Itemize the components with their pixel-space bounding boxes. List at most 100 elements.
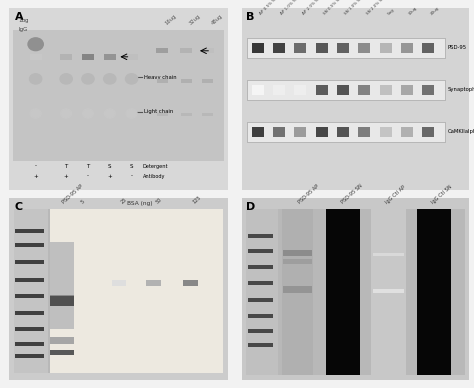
Bar <box>15 310 45 315</box>
Bar <box>146 281 161 286</box>
Bar <box>380 85 392 95</box>
Bar <box>252 127 264 137</box>
Text: PSD-95 SN: PSD-95 SN <box>341 184 364 205</box>
Bar <box>248 343 273 347</box>
Bar <box>252 85 264 95</box>
Text: Detergent: Detergent <box>143 164 168 169</box>
Bar <box>181 113 191 116</box>
Text: S: S <box>130 164 133 169</box>
Bar <box>417 209 451 375</box>
Text: T: T <box>86 164 90 169</box>
Bar <box>126 54 137 60</box>
Text: 10ug: 10ug <box>408 6 418 16</box>
Bar <box>202 78 213 83</box>
Bar <box>156 78 168 83</box>
Text: S: S <box>108 164 111 169</box>
Bar <box>156 48 168 54</box>
Bar <box>422 127 434 137</box>
Text: +: + <box>33 174 38 179</box>
Bar <box>29 54 42 60</box>
Bar <box>15 278 45 282</box>
Bar <box>50 209 223 373</box>
Bar <box>50 294 74 304</box>
Text: T: T <box>64 164 68 169</box>
Bar <box>380 127 392 137</box>
Text: AP 1.0% SDS: AP 1.0% SDS <box>280 0 301 16</box>
Text: B: B <box>246 12 255 23</box>
Text: C: C <box>15 203 23 213</box>
Bar <box>283 286 312 293</box>
Bar <box>358 85 370 95</box>
Circle shape <box>104 74 116 84</box>
Bar <box>247 122 446 142</box>
Bar <box>156 113 168 116</box>
Text: PSD-95: PSD-95 <box>447 45 467 50</box>
Bar <box>50 350 74 355</box>
Circle shape <box>28 38 43 50</box>
Bar <box>422 43 434 53</box>
Text: 125: 125 <box>191 195 202 205</box>
Text: AP 0.5% SDS: AP 0.5% SDS <box>259 0 281 16</box>
Bar <box>247 80 446 100</box>
Bar <box>337 43 349 53</box>
Bar <box>248 281 273 286</box>
Bar <box>316 43 328 53</box>
Bar <box>401 127 413 137</box>
Bar <box>294 85 306 95</box>
Bar <box>60 54 72 60</box>
Text: PSD-95 AP: PSD-95 AP <box>62 184 84 205</box>
Text: 20ug: 20ug <box>429 6 440 16</box>
Bar <box>202 113 213 116</box>
Bar <box>202 48 214 54</box>
Bar <box>180 48 192 54</box>
Bar <box>13 29 224 161</box>
Bar <box>183 281 198 286</box>
Text: 5ug: 5ug <box>387 8 395 16</box>
Bar <box>50 242 74 329</box>
Bar <box>247 38 446 58</box>
Bar <box>422 85 434 95</box>
Bar <box>337 127 349 137</box>
Text: D: D <box>246 203 255 213</box>
Bar <box>401 85 413 95</box>
Text: Heavy chain: Heavy chain <box>144 74 176 80</box>
Text: +: + <box>64 174 69 179</box>
Text: 25: 25 <box>119 197 128 205</box>
Text: 48ug: 48ug <box>210 13 223 26</box>
Text: -: - <box>87 174 89 179</box>
Bar <box>273 85 285 95</box>
Text: Light chain: Light chain <box>144 109 173 114</box>
Bar <box>15 229 45 232</box>
Text: +: + <box>108 174 112 179</box>
Bar <box>248 329 273 333</box>
Text: 50: 50 <box>155 197 163 205</box>
Bar <box>316 85 328 95</box>
Text: SN 0.5% SDS: SN 0.5% SDS <box>323 0 345 16</box>
Circle shape <box>61 109 72 118</box>
Bar <box>248 234 273 238</box>
Bar <box>326 209 360 375</box>
Circle shape <box>104 109 115 118</box>
Text: -: - <box>130 174 133 179</box>
Bar <box>248 249 273 253</box>
Bar <box>14 209 47 373</box>
Text: 16ug: 16ug <box>164 13 178 26</box>
Text: CaMKIIalpha: CaMKIIalpha <box>447 129 474 134</box>
Text: Synaptophysin: Synaptophysin <box>447 87 474 92</box>
Text: IgG Ctl AP: IgG Ctl AP <box>385 185 407 205</box>
Bar <box>273 43 285 53</box>
Text: 5: 5 <box>80 199 86 205</box>
Text: IgG: IgG <box>18 27 27 32</box>
Bar <box>248 298 273 302</box>
Bar <box>82 54 94 60</box>
Bar <box>282 209 313 375</box>
Text: A: A <box>15 12 24 23</box>
Text: IgG Ctl SN: IgG Ctl SN <box>430 184 453 205</box>
Bar <box>104 54 116 60</box>
Bar <box>294 43 306 53</box>
Text: 32ug: 32ug <box>188 13 201 26</box>
Text: BSA (ng): BSA (ng) <box>128 201 153 206</box>
Bar <box>373 253 404 256</box>
Bar <box>401 43 413 53</box>
Circle shape <box>82 109 93 118</box>
